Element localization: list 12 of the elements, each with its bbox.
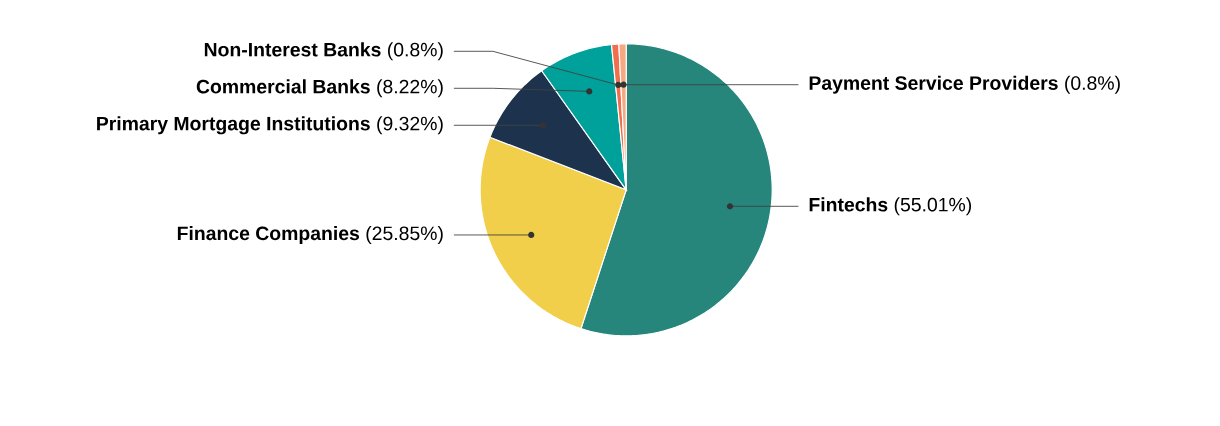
data-label: (25.85%) <box>366 225 443 244</box>
slice-label: Finance Companies <box>177 225 360 244</box>
data-label: (8.22%) <box>377 79 443 98</box>
slice-label: Non-Interest Banks <box>204 42 381 57</box>
data-label: (9.32%) <box>377 116 443 135</box>
data-label: (0.8%) <box>388 42 443 61</box>
data-label: (55.01%) <box>894 197 972 216</box>
slice-label: Primary Mortgage Institutions <box>97 116 370 135</box>
data-label: (0.8%) <box>1065 75 1120 94</box>
slice-label: Commercial Banks <box>196 79 370 94</box>
slice-label: Fintechs <box>809 197 888 212</box>
slice-label: Payment Service Providers <box>809 75 1058 94</box>
